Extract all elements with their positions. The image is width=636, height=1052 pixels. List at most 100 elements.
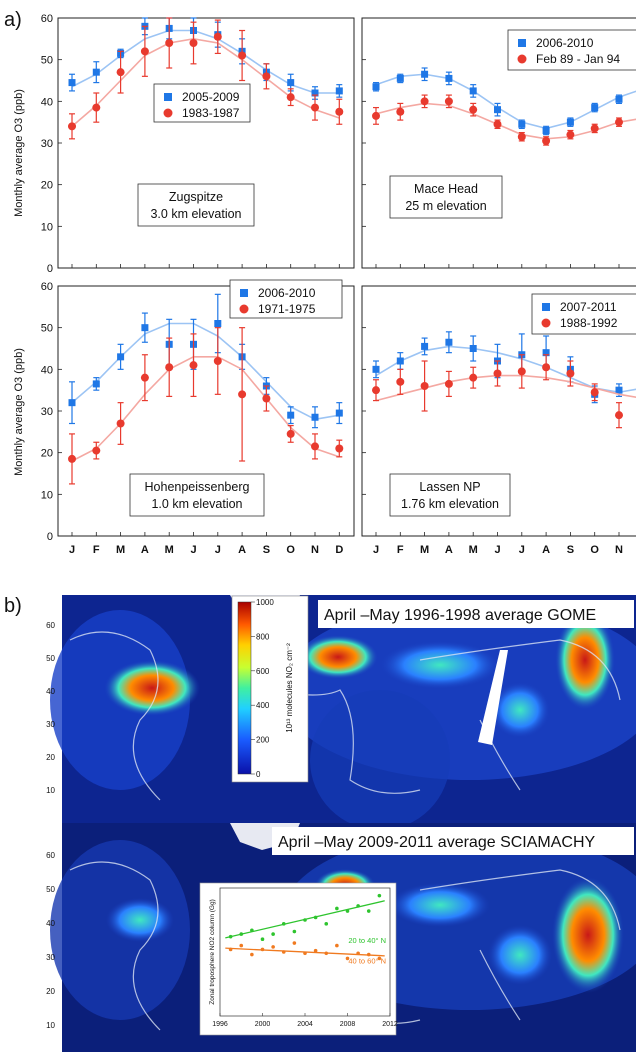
data-point	[615, 386, 623, 394]
lat-tick-label: 50	[46, 654, 55, 663]
y-tick-label: 60	[41, 281, 53, 293]
data-point	[372, 365, 380, 373]
y-axis-label-bottom: Monthly average O3 (ppb)	[13, 348, 25, 476]
fit-line-1	[71, 29, 340, 94]
data-point	[311, 89, 319, 97]
data-point	[494, 106, 501, 114]
x-tick-label: J	[69, 544, 75, 556]
inset-data-point	[260, 937, 265, 941]
data-point	[165, 363, 174, 372]
legend: 2005-2009 1983-1987	[153, 83, 251, 123]
x-tick-label: M	[165, 544, 174, 556]
data-point	[311, 413, 319, 421]
station-elevation: 1.0 km elevation	[151, 497, 242, 511]
data-point	[92, 103, 101, 112]
map-gome-title-box	[318, 600, 634, 628]
inset-data-point	[377, 956, 382, 961]
map-sciamachy-hotspot-china	[552, 877, 624, 993]
data-point	[92, 446, 101, 455]
plot-frame	[57, 17, 355, 269]
lat-tick-label: 60	[46, 621, 55, 630]
station-label: Hohenpeissenberg 1.0 km elevation	[129, 473, 265, 517]
fit-line-2	[71, 356, 340, 462]
x-tick-label: N	[615, 544, 623, 556]
data-point	[396, 357, 404, 365]
lat-tick-label: 40	[46, 919, 55, 928]
map-sciamachy-glow-middleeast	[390, 883, 490, 927]
inset-x-tick-label: 2008	[340, 1021, 356, 1028]
data-point	[238, 390, 247, 399]
y-tick-label: 20	[41, 180, 53, 192]
data-point	[445, 338, 453, 346]
station-label: Zugspitze 3.0 km elevation	[137, 183, 255, 227]
station-label: Lassen NP 1.76 km elevation	[389, 473, 511, 517]
data-point	[92, 380, 100, 388]
data-point	[542, 127, 550, 134]
data-point	[444, 379, 453, 388]
inset-trend-chart: 1996 2000 2004 2008 2012 Zonal troposphere NO…	[199, 882, 398, 1036]
inset-data-point	[292, 929, 297, 934]
data-point	[421, 342, 429, 350]
x-tick-label: N	[311, 544, 319, 556]
legend-marker	[541, 318, 551, 328]
map-gome-title: April –May 1996-1998 average GOME	[324, 607, 596, 624]
x-tick-label: A	[445, 544, 453, 556]
data-point	[444, 97, 453, 106]
inset-background	[199, 882, 397, 1036]
station-elevation: 3.0 km elevation	[150, 207, 241, 221]
inset-data-point	[292, 941, 297, 945]
y-axis-label-top: Monthly average O3 (ppb)	[13, 89, 25, 217]
legend-label: 2006-2010	[258, 286, 316, 300]
data-point	[68, 399, 76, 407]
data-point	[189, 361, 198, 370]
data-point	[493, 369, 502, 378]
colorbar-tick-label: 600	[256, 667, 270, 676]
data-point	[116, 68, 125, 77]
station-elevation: 1.76 km elevation	[401, 497, 499, 511]
y-tick-label: 10	[41, 489, 53, 501]
data-point	[615, 118, 623, 127]
legend-label: Feb 89 - Jan 94	[536, 52, 620, 66]
data-point	[517, 132, 526, 141]
map-gome-glow-india	[490, 682, 550, 738]
data-point	[140, 47, 149, 56]
data-point	[286, 93, 295, 102]
data-point	[615, 411, 623, 420]
legend-label: 1988-1992	[560, 316, 618, 330]
y-tick-label: 40	[41, 364, 53, 376]
colorbar-tick-label: 400	[256, 701, 270, 710]
data-point	[238, 51, 247, 60]
data-point	[420, 382, 429, 390]
inset-data-point	[377, 893, 382, 898]
series-group	[68, 293, 344, 485]
station-label-box	[389, 473, 511, 517]
legend-marker	[518, 39, 526, 47]
fit-line-2	[375, 102, 636, 140]
inset-series-label: 40 to 60° N	[348, 957, 386, 966]
x-tick-label: J	[215, 544, 221, 556]
station-label-box	[129, 473, 265, 517]
map-latitude-ticks: 60 60 50 50 40 40 30 30 20 20 10 10	[46, 621, 55, 1030]
data-point	[213, 357, 222, 365]
inset-y-label: Zonal troposphere NO2 column (Gg)	[209, 899, 216, 1005]
x-tick-label: O	[590, 544, 599, 556]
y-tick-label: 30	[41, 406, 53, 418]
x-tick-label: J	[373, 544, 379, 556]
lat-tick-label: 10	[46, 786, 55, 795]
map-gome-hotspot-us	[104, 660, 200, 716]
data-point	[189, 39, 198, 47]
inset-x-tick-label: 2000	[255, 1021, 271, 1028]
colorbar: 1000 800 600 400 200 0 10¹³ molecules NO₂ cm⁻…	[231, 595, 309, 783]
inset-x-tick-label: 2004	[297, 1021, 313, 1028]
data-point	[469, 373, 478, 382]
inset-data-point	[366, 909, 371, 913]
data-point	[421, 70, 429, 78]
data-point	[615, 95, 623, 103]
x-tick-label: M	[469, 544, 478, 556]
y-tick-label: 50	[41, 55, 53, 67]
legend-label: 2006-2010	[536, 36, 594, 50]
data-point	[542, 136, 551, 145]
data-point	[517, 367, 526, 376]
data-point	[469, 87, 477, 95]
data-point	[117, 353, 125, 361]
